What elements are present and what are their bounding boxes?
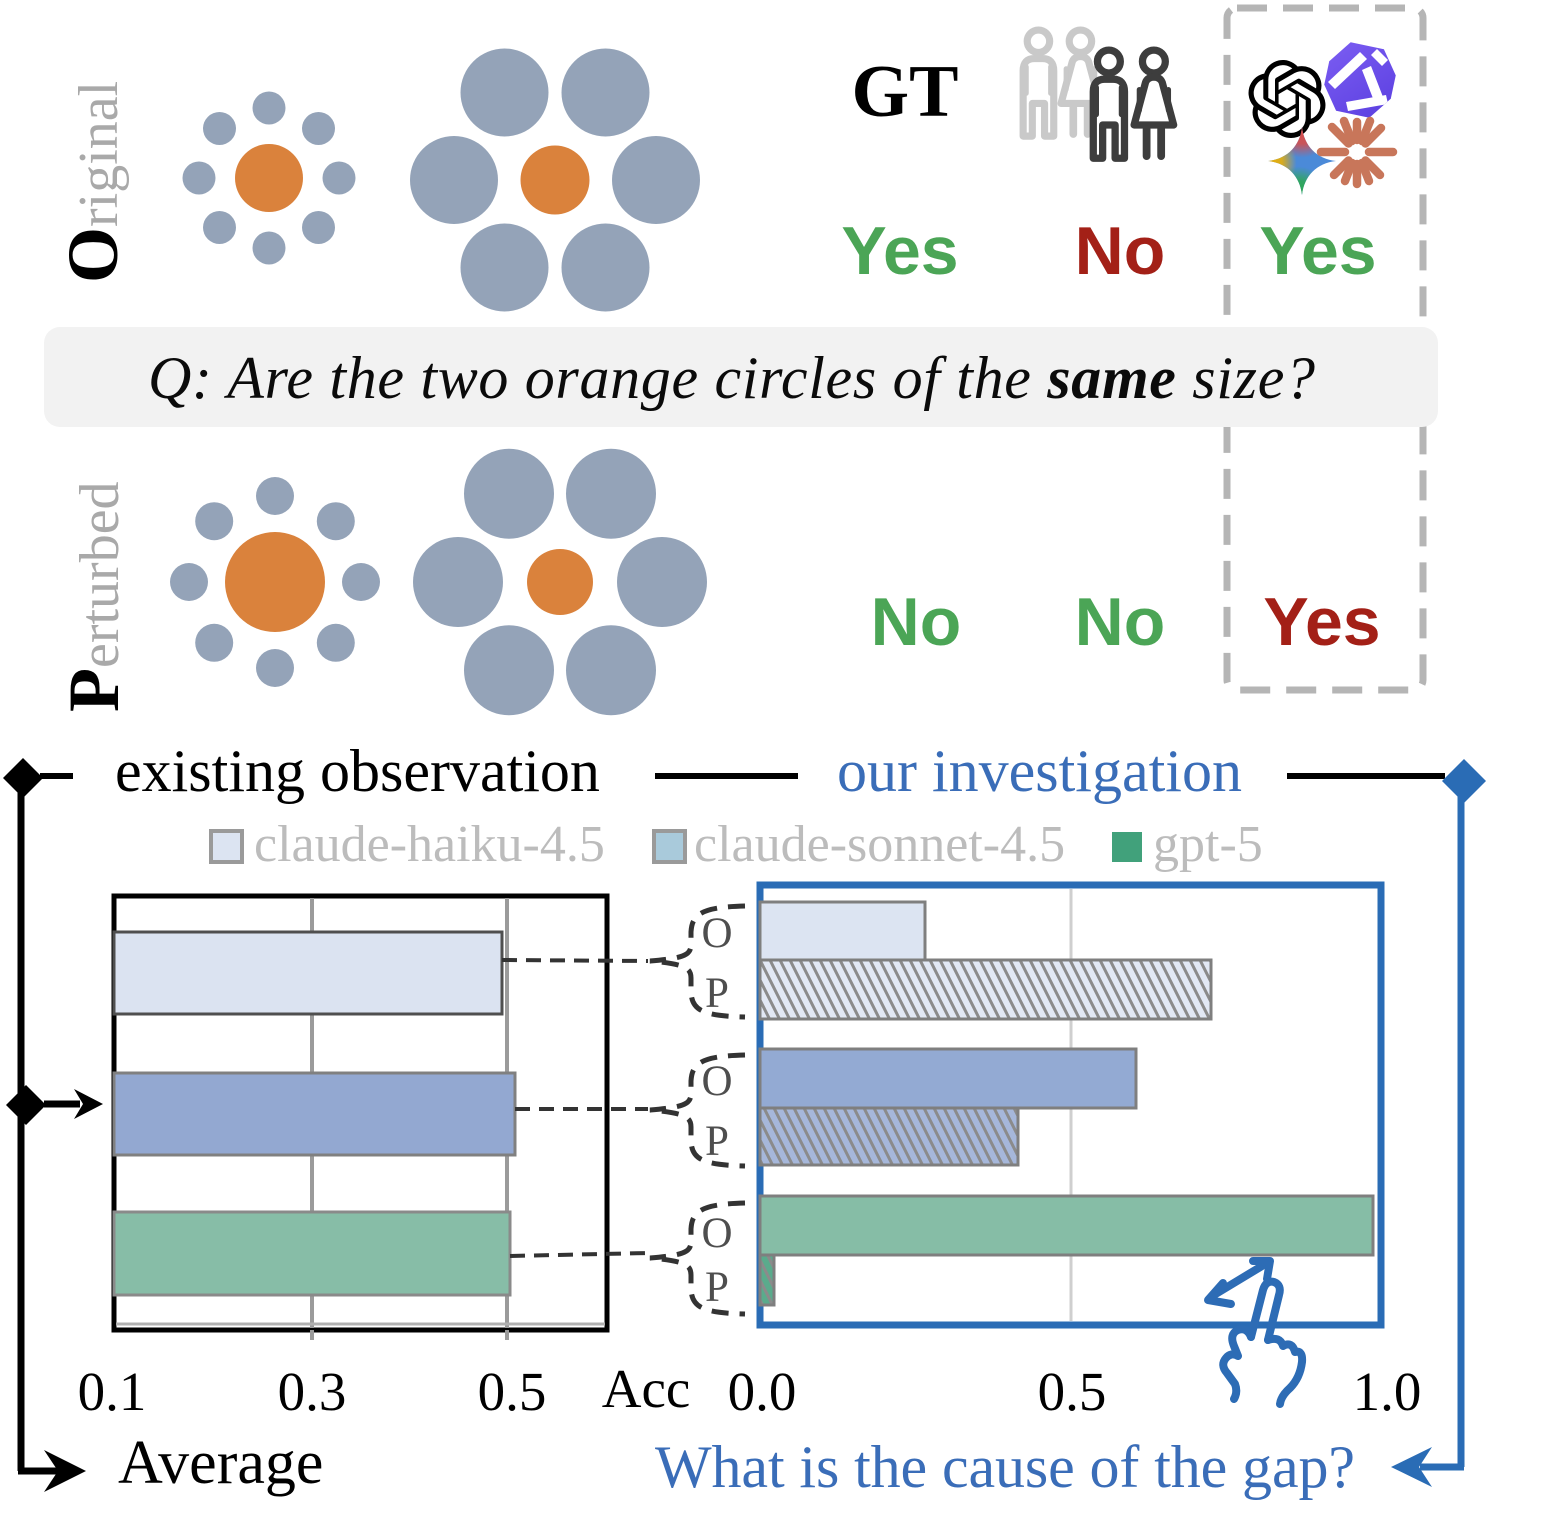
svg-text:claude-sonnet-4.5: claude-sonnet-4.5 [694,816,1065,873]
svg-text:gpt-5: gpt-5 [1153,816,1263,873]
svg-text:P: P [705,1264,729,1311]
svg-text:P: P [705,970,729,1017]
svg-text:Average: Average [118,1429,323,1497]
svg-text:GT: GT [852,51,959,133]
svg-text:Q: Are the two orange circles: Q: Are the two orange circles of the sam… [148,345,1315,411]
svg-text:1.0: 1.0 [1353,1361,1422,1422]
svg-text:O: O [701,1058,732,1105]
svg-text:0.1: 0.1 [78,1361,147,1422]
svg-text:O: O [701,1210,732,1257]
svg-text:No: No [1075,213,1166,289]
svg-text:Yes: Yes [1259,213,1376,289]
svg-text:No: No [871,584,962,660]
svg-text:our investigation: our investigation [837,738,1242,804]
svg-text:Acc: Acc [602,1358,691,1419]
svg-text:claude-haiku-4.5: claude-haiku-4.5 [254,816,605,873]
svg-text:existing observation: existing observation [115,738,600,804]
svg-text:0.3: 0.3 [278,1361,347,1422]
svg-text:0.0: 0.0 [728,1361,797,1422]
svg-text:0.5: 0.5 [1038,1361,1107,1422]
svg-text:No: No [1075,584,1166,660]
svg-text:O: O [701,910,732,957]
svg-text:Yes: Yes [841,213,958,289]
svg-text:What is the cause of the gap?: What is the cause of the gap? [655,1434,1355,1500]
svg-text:0.5: 0.5 [478,1361,547,1422]
svg-text:Original: Original [53,81,133,283]
svg-text:P: P [705,1118,729,1165]
svg-text:Yes: Yes [1263,584,1380,660]
svg-text:Perturbed: Perturbed [54,481,134,712]
